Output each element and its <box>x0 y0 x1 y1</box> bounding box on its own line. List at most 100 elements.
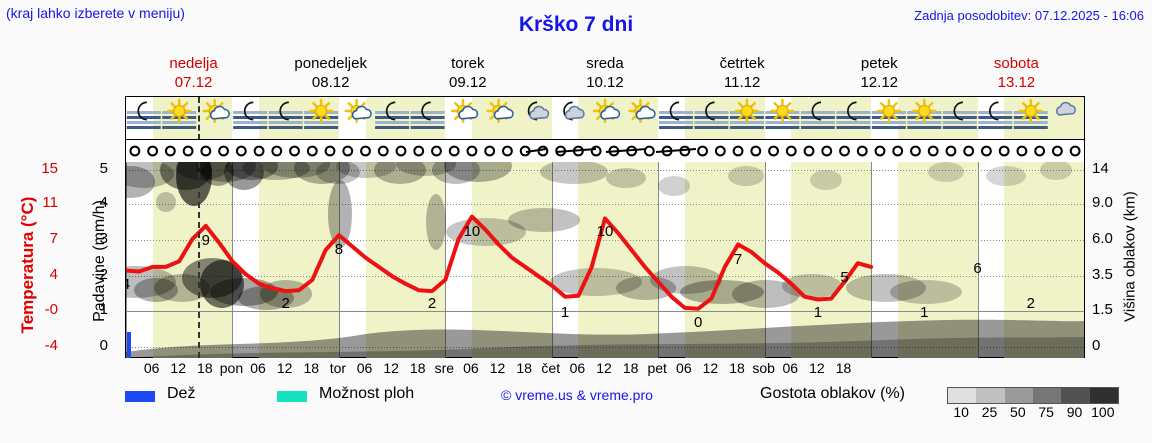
day-date: 09.12 <box>449 74 487 91</box>
cloud-density-step <box>1032 388 1062 403</box>
day-gridline <box>977 162 979 358</box>
temperature-value-label: 7 <box>733 250 743 268</box>
cloud-density-tick: 50 <box>1010 404 1026 420</box>
x-axis-tick: 12 <box>809 360 825 376</box>
day-gridline <box>658 162 660 358</box>
day-heading-sobota: sobota 13.12 <box>948 54 1085 92</box>
temperature-value-label: 10 <box>596 222 614 240</box>
day-gridline <box>126 162 127 358</box>
location-hint: (kraj lahko izberete v meniju) <box>6 5 185 21</box>
x-axis-tick: 12 <box>383 360 399 376</box>
precipitation-tick: 2 <box>99 266 108 283</box>
day-gridline <box>871 162 873 358</box>
temperature-tick: 7 <box>49 230 58 247</box>
cloud-density-tick: 10 <box>953 404 969 420</box>
daylight-band <box>365 162 446 358</box>
x-axis-tick: 06 <box>356 360 373 376</box>
cloud-height-tick: 0 <box>1092 337 1101 354</box>
day-date: 07.12 <box>174 74 213 91</box>
x-axis-tick: 06 <box>250 360 266 376</box>
x-axis-tick: 06 <box>782 360 799 376</box>
cloud-height-tick: 9.0 <box>1092 194 1113 211</box>
temperature-tick: -4 <box>44 337 58 354</box>
cloud-height-tick: 1.5 <box>1092 301 1113 318</box>
cloud-density-ticks: 10 25 50 75 90 100 <box>925 404 1140 422</box>
x-axis-tick: 18 <box>303 360 320 376</box>
temperature-value-label: 2 <box>281 295 290 313</box>
day-gridline <box>551 162 553 358</box>
temperature-tick: 4 <box>49 266 58 283</box>
day-name: četrtek <box>719 55 765 72</box>
x-axis-tick: 18 <box>409 360 426 376</box>
daylight-band <box>1004 162 1084 358</box>
day-date: 13.12 <box>997 74 1036 91</box>
temperature-value-label: 6 <box>973 259 982 277</box>
weather-icons <box>126 98 1076 129</box>
last-updated: Zadnja posodobitev: 07.12.2025 - 16:06 <box>914 8 1144 23</box>
temperature-value-label: 10 <box>463 222 481 240</box>
x-axis-tick: 18 <box>197 360 213 376</box>
weather-icon-band <box>126 97 1084 140</box>
cloud-density-label: Gostota oblakov (%) <box>760 385 905 402</box>
cloud-density-step <box>1089 388 1118 403</box>
temperature-value-label: 1 <box>560 304 570 322</box>
temperature-value-label: 2 <box>1026 295 1035 313</box>
temperature-value-label: 8 <box>334 241 344 259</box>
x-axis-tick: sre <box>434 360 455 376</box>
current-time-line <box>197 97 200 139</box>
x-axis-tick: 12 <box>596 360 612 376</box>
day-heading-ponedeljek: ponedeljek 08.12 <box>262 54 399 92</box>
temperature-value-label: 1 <box>813 304 823 322</box>
day-name: petek <box>860 55 898 72</box>
day-gridline <box>764 162 766 358</box>
daylight-band <box>897 162 978 358</box>
x-axis-tick: 12 <box>489 360 506 376</box>
day-name: sobota <box>993 55 1039 72</box>
day-heading-četrtek: četrtek 11.12 <box>674 54 811 92</box>
copyright-link[interactable]: © vreme.us & vreme.pro <box>501 387 653 403</box>
x-axis-tick: sob <box>752 360 775 376</box>
cloud-density-tick: 25 <box>981 404 998 420</box>
showers-label: Možnost ploh <box>319 385 415 402</box>
cloud-density-step <box>948 388 977 403</box>
x-axis-tick: čet <box>541 360 561 376</box>
cloud-density-tick: 90 <box>1066 404 1083 420</box>
forecast-plot: 49282101100715162 <box>125 96 1085 358</box>
x-axis-tick: 18 <box>516 360 532 376</box>
wind-barb-row <box>129 145 1081 157</box>
day-date: 12.12 <box>860 74 899 91</box>
day-name: sreda <box>586 55 624 72</box>
x-axis-tick: pon <box>219 360 244 376</box>
x-axis-tick: 06 <box>569 360 586 376</box>
rain-swatch <box>125 391 155 402</box>
temperature-value-label: 4 <box>126 276 130 293</box>
x-axis-tick: 06 <box>143 360 160 376</box>
value-gridline <box>126 311 1084 312</box>
day-name: torek <box>451 55 485 72</box>
value-gridline <box>126 240 1084 241</box>
day-heading-torek: torek 09.12 <box>399 54 536 92</box>
daylight-band <box>259 162 339 358</box>
cloud-density-step <box>976 388 1005 403</box>
precipitation-tick: 5 <box>99 160 108 177</box>
precipitation-tick: 1 <box>99 301 108 318</box>
x-axis-tick: 06 <box>463 360 479 376</box>
x-axis-tick: pet <box>647 360 667 376</box>
day-gridline <box>338 162 340 358</box>
value-gridline <box>126 170 1084 171</box>
x-axis-tick: 12 <box>170 360 187 376</box>
day-headings: nedelja 07.12 ponedeljek 08.12 torek 09.12 sre… <box>125 54 1085 94</box>
cloud-height-tick: 6.0 <box>1092 230 1113 247</box>
page-title: Krško 7 dni <box>518 13 634 36</box>
temperature-tick: 15 <box>41 160 58 177</box>
precipitation-tick: 0 <box>99 337 108 354</box>
cloud-density-tick: 75 <box>1038 404 1054 420</box>
graph-area: 49282101100715162 <box>126 162 1084 358</box>
day-name: ponedeljek <box>294 55 367 72</box>
x-axis-tick: 18 <box>729 360 745 376</box>
x-axis-tick: 12 <box>276 360 293 376</box>
day-heading-sreda: sreda 10.12 <box>536 54 673 92</box>
daylight-band <box>791 162 872 358</box>
x-axis-tick: 06 <box>676 360 692 376</box>
precipitation-tick: 4 <box>99 194 108 211</box>
